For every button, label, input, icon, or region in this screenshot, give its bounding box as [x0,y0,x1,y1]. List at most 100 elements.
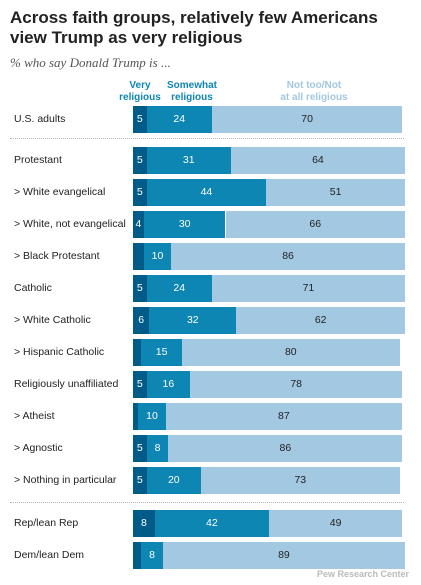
data-label: 73 [294,474,307,486]
section-divider [10,502,404,503]
data-label: 24 [173,113,186,125]
data-label: 5 [136,442,143,454]
bar-segment-very [133,542,142,569]
category-label: > White, not evangelical [14,218,126,230]
data-label: 15 [155,346,168,358]
data-label: 5 [136,154,143,166]
category-label: U.S. adults [14,113,66,125]
category-label: Catholic [14,282,52,294]
category-label: Rep/lean Rep [14,517,79,529]
chart-title: Across faith groups, relatively few Amer… [10,8,378,47]
bar-segment-somewhat: 8 [141,542,163,569]
bar-row: Religiously unaffiliated 5 16 78 [0,371,421,398]
bar-segment-somewhat: 20 [146,467,201,494]
data-label: 16 [162,378,175,390]
bar-segment-very: 8 [133,510,155,537]
bar-row: Rep/lean Rep 8 42 49 [0,510,421,537]
data-label: 42 [206,517,218,529]
bar-row: > Hispanic Catholic 15 80 [0,339,421,366]
bar-segment-not: 86 [168,435,403,462]
category-label: > White Catholic [14,314,91,326]
bar-segment-somewhat: 31 [146,147,231,174]
bar-row: U.S. adults 5 24 70 [0,106,421,133]
data-label: 10 [151,250,164,262]
data-label: 51 [329,186,342,198]
category-label: Dem/lean Dem [14,549,85,561]
legend-very: Very religious [119,80,161,103]
bar-segment-somewhat: 24 [146,275,212,302]
bar-row: Catholic 5 24 71 [0,275,421,302]
bar-segment-somewhat: 32 [149,307,237,334]
bar-segment-somewhat: 42 [154,510,269,537]
data-label: 31 [182,154,195,166]
data-label: 30 [178,218,191,230]
bar-segment-somewhat: 10 [143,243,172,270]
bar-row: > Agnostic 5 8 86 [0,435,421,462]
data-label: 70 [301,113,313,125]
data-label: 8 [149,549,155,561]
bar-row: > White evangelical 5 44 51 [0,179,421,206]
data-label: 5 [136,378,143,390]
chart-subtitle: % who say Donald Trump is ... [10,55,171,70]
bar-segment-very: 6 [133,307,150,334]
bar-segment-somewhat: 30 [143,211,226,238]
bar-segment-very: 5 [133,371,147,398]
category-label: Protestant [14,154,62,166]
data-label: 5 [136,113,143,125]
bar-segment-not: 64 [230,147,405,174]
bar-segment-not: 71 [211,275,405,302]
bar-segment-not: 80 [182,339,400,366]
data-label: 32 [186,314,199,326]
category-label: > Black Protestant [14,250,100,262]
bar-segment-not: 87 [165,403,403,430]
bar-segment-not: 86 [171,243,405,270]
category-label: > Nothing in particular [14,474,117,486]
bar-segment-very: 5 [133,147,147,174]
data-label: 44 [200,186,213,198]
bar-row: Dem/lean Dem 8 89 [0,542,421,569]
bar-row: Protestant 5 31 64 [0,147,421,174]
data-label: 89 [278,549,290,561]
data-label: 86 [279,442,292,454]
bar-segment-very: 5 [133,275,147,302]
bar-segment-not: 49 [269,510,403,537]
data-label: 8 [154,442,161,454]
data-label: 10 [146,410,158,422]
data-label: 20 [167,474,180,486]
bar-segment-very: 5 [133,179,147,206]
data-label: 5 [136,474,143,486]
bar-segment-very: 5 [133,467,147,494]
data-label: 80 [284,346,297,358]
data-label: 86 [282,250,294,262]
category-label: > White evangelical [14,186,106,198]
bar-row: > Atheist 10 87 [0,403,421,430]
bar-segment-somewhat: 10 [138,403,166,430]
bar-row: > White Catholic 6 32 62 [0,307,421,334]
category-label: > Agnostic [14,442,63,454]
category-label: > Atheist [14,410,55,422]
bar-segment-very [133,339,142,366]
data-label: 49 [329,517,342,529]
bar-segment-not: 70 [211,106,403,133]
data-label: 4 [135,218,142,230]
data-label: 87 [278,410,290,422]
bar-segment-somewhat: 16 [146,371,191,398]
bar-segment-somewhat: 24 [146,106,212,133]
bar-row: > Black Protestant 10 86 [0,243,421,270]
data-label: 78 [290,378,303,390]
category-label: > Hispanic Catholic [14,346,105,358]
data-label: 62 [314,314,327,326]
data-label: 6 [138,314,145,326]
bar-segment-somewhat: 15 [141,339,182,366]
legend-not: Not too/Not at all religious [280,80,348,103]
watermark: Pew Research Center [316,569,409,579]
bar-segment-very [133,243,144,270]
bar-segment-somewhat: 8 [146,435,169,462]
section-divider [10,138,404,139]
data-label: 64 [312,154,324,166]
category-label: Religiously unaffiliated [14,378,119,390]
bar-segment-not: 89 [162,542,405,569]
bar-row: > Nothing in particular 5 20 73 [0,467,421,494]
data-label: 5 [136,186,143,198]
data-label: 5 [136,282,143,294]
